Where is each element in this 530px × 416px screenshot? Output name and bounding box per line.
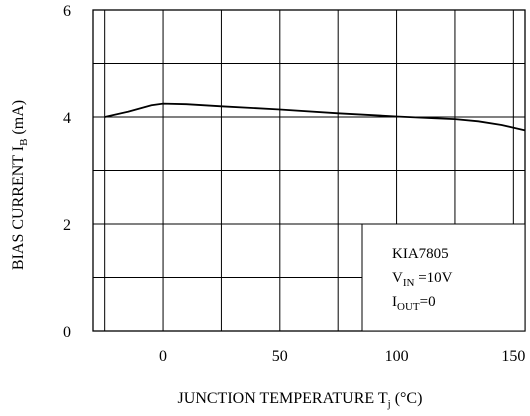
legend-vin-value: =10V [414,270,452,286]
x-axis-label: JUNCTION TEMPERATURE Tj (°C) [178,390,423,410]
legend-iout: IOUT=0 [392,294,436,313]
x-tick-label: 0 [159,348,167,365]
y-tick-label: 6 [63,3,71,20]
y-tick-label: 2 [63,217,71,234]
x-axis-label-main: JUNCTION TEMPERATURE T [178,390,388,407]
y-axis-label-unit: (mA) [10,100,27,139]
legend-vin-subscript: IN [403,277,415,289]
x-tick-label: 100 [385,348,409,365]
y-axis-label-main: BIAS CURRENT I [10,146,27,270]
legend-iout-value: =0 [420,294,436,310]
legend-vin-symbol: V [392,270,403,286]
y-tick-label: 0 [63,324,71,341]
legend-iout-subscript: OUT [397,301,420,313]
legend-box [362,224,525,331]
legend-vin: VIN =10V [392,270,453,289]
y-tick-label: 4 [63,110,71,127]
grid [93,9,525,332]
legend-device: KIA7805 [392,246,449,262]
y-axis-label-subscript: B [18,139,30,146]
x-tick-label: 50 [272,348,288,365]
plot-frame [92,9,526,332]
bias-current-line [104,102,526,132]
tick-labels: 0 50 100 150 0 2 4 6 [63,3,525,365]
x-tick-label: 150 [501,348,525,365]
legend-iout-symbol: I [392,294,397,310]
legend: KIA7805 VIN =10V IOUT=0 [361,224,525,331]
x-axis-label-unit: (°C) [391,390,423,407]
y-axis-label: BIAS CURRENT IB (mA) [10,100,30,270]
x-axis-label-subscript: j [387,398,391,410]
